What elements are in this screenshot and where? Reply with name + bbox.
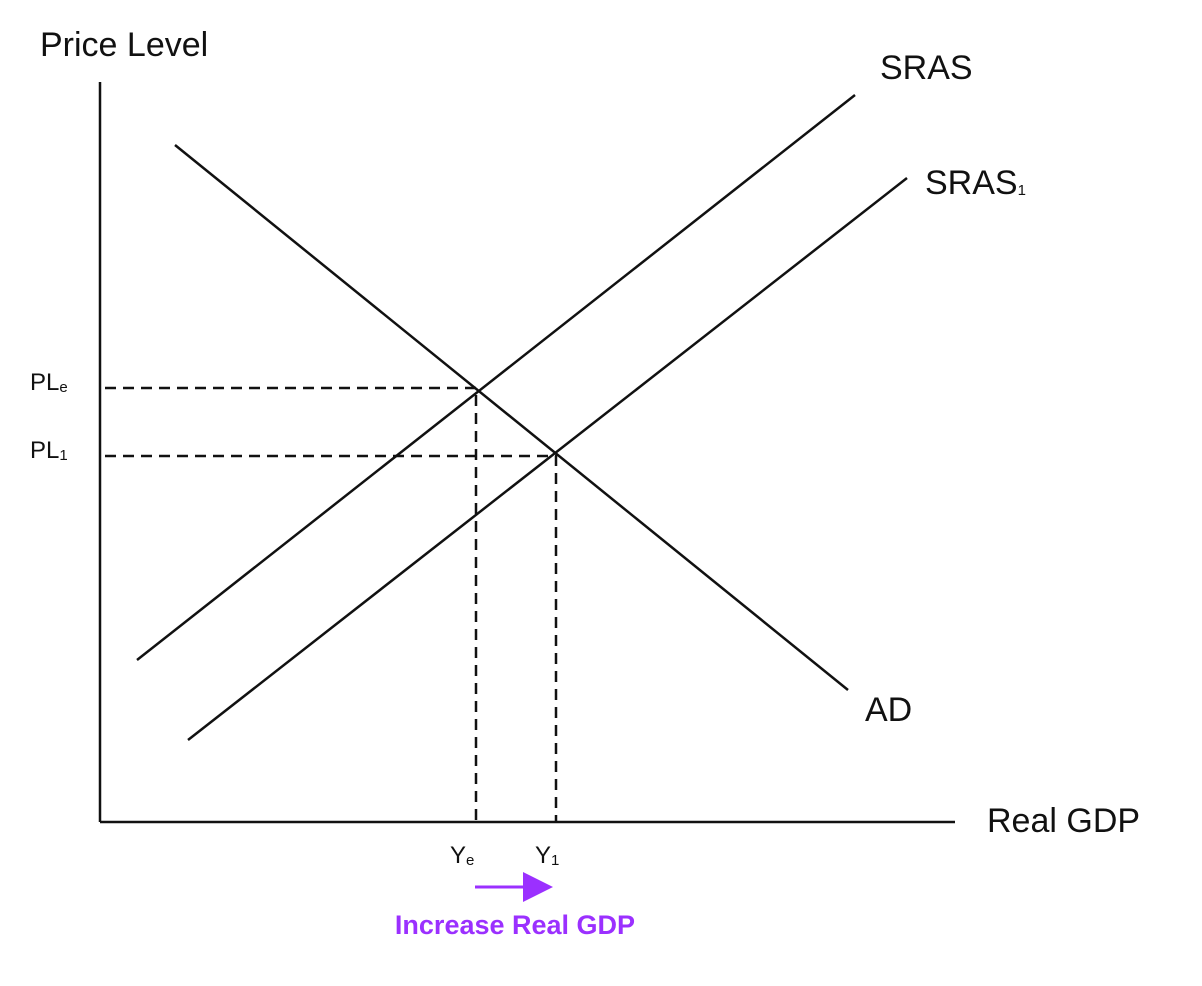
- price-level-label: PL1: [30, 437, 68, 464]
- annotation: Increase Real GDP: [395, 910, 635, 940]
- new-equilibrium-guide: [105, 454, 558, 822]
- x-axis-label: Real GDP: [987, 802, 1140, 840]
- curve-label-text: AD: [865, 691, 912, 729]
- ad-curve: [174, 144, 849, 691]
- curve-label-text: SRAS: [925, 164, 1018, 202]
- label-text: Y: [450, 842, 466, 869]
- equilibrium-guide: [105, 386, 478, 822]
- curve-label-text: SRAS: [880, 49, 973, 87]
- label-text: Y: [535, 842, 551, 869]
- output-label: Y1: [535, 842, 559, 869]
- curve-label: SRAS1: [925, 164, 1026, 202]
- subscript: e: [59, 379, 67, 396]
- price-level-label: PLe: [30, 369, 68, 396]
- subscript: 1: [551, 852, 559, 869]
- subscript: 1: [1018, 182, 1026, 199]
- y-axis-label: Price Level: [40, 26, 208, 64]
- subscript: e: [466, 852, 474, 869]
- sras1-curve: [187, 177, 908, 741]
- label-text: PL: [30, 369, 59, 396]
- label-text: PL: [30, 437, 59, 464]
- curve-label: AD: [865, 691, 912, 729]
- sras-curve: [136, 94, 856, 661]
- curve-label: SRAS: [880, 49, 973, 87]
- subscript: 1: [59, 447, 67, 464]
- output-label: Ye: [450, 842, 474, 869]
